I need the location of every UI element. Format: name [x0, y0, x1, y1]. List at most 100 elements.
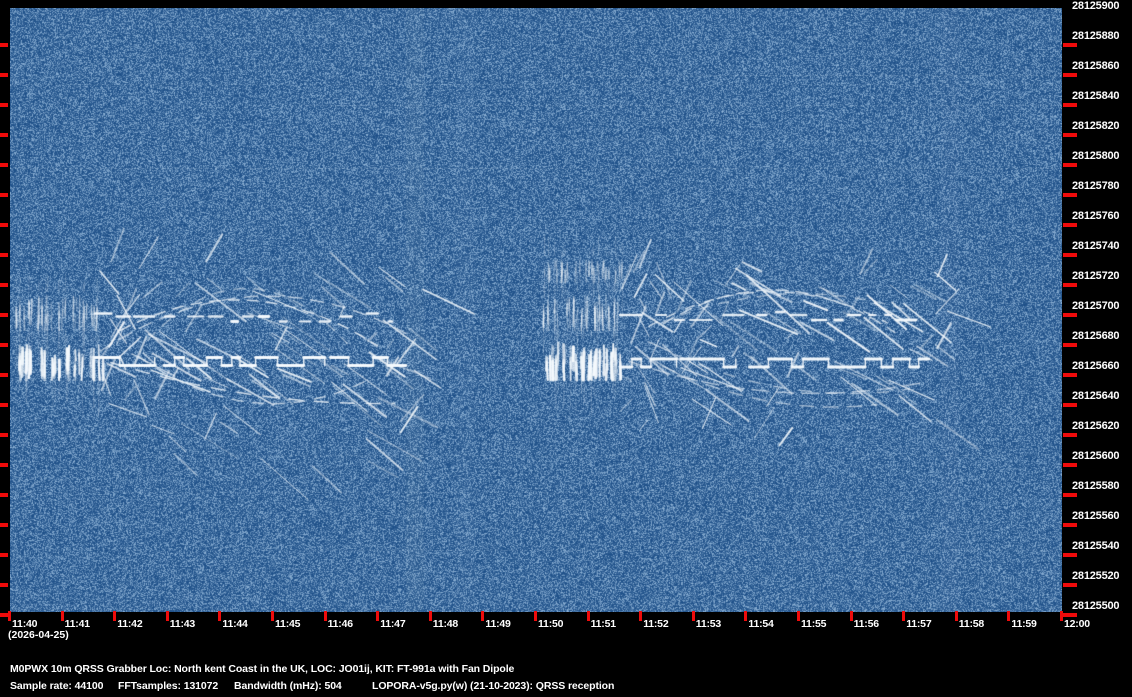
spectrogram-canvas [10, 8, 1062, 612]
time-label: 11:46 [327, 618, 353, 630]
freq-tick-right [1063, 613, 1077, 617]
time-label: 11:41 [64, 618, 90, 630]
freq-label: 28125800 [1072, 150, 1120, 162]
freq-tick-left [0, 163, 8, 167]
freq-tick-right [1063, 103, 1077, 107]
time-label: 11:51 [590, 618, 616, 630]
freq-label: 28125540 [1072, 540, 1120, 552]
time-tick [1007, 611, 1011, 621]
time-tick [639, 611, 643, 621]
freq-label: 28125620 [1072, 420, 1120, 432]
freq-label: 28125860 [1072, 60, 1120, 72]
time-label: 11:56 [853, 618, 879, 630]
fft-samples-label: FFTsamples: 131072 [118, 680, 219, 692]
freq-tick-right [1063, 463, 1077, 467]
freq-label: 28125820 [1072, 120, 1120, 132]
freq-tick-right [1063, 43, 1077, 47]
freq-tick-right [1063, 493, 1077, 497]
time-tick [744, 611, 748, 621]
freq-tick-right [1063, 223, 1077, 227]
time-tick [954, 611, 958, 621]
freq-tick-left [0, 553, 8, 557]
freq-label: 28125900 [1072, 0, 1120, 12]
freq-tick-right [1063, 553, 1077, 557]
time-label: 11:44 [222, 618, 248, 630]
freq-label: 28125600 [1072, 450, 1120, 462]
time-tick [797, 611, 800, 621]
freq-tick-left [0, 613, 8, 617]
freq-label: 28125720 [1072, 270, 1120, 282]
time-tick [428, 611, 432, 621]
freq-tick-right [1063, 283, 1077, 287]
freq-tick-left [0, 253, 8, 257]
freq-label: 28125700 [1072, 300, 1120, 312]
freq-tick-left [0, 43, 8, 47]
freq-label: 28125740 [1072, 240, 1120, 252]
freq-tick-left [0, 433, 8, 437]
time-tick [323, 611, 327, 621]
freq-tick-left [0, 583, 8, 587]
freq-tick-left [0, 133, 8, 137]
freq-label: 28125780 [1072, 180, 1120, 192]
time-tick [534, 611, 537, 621]
time-label: 11:53 [695, 618, 722, 630]
freq-tick-left [0, 523, 8, 527]
time-label: 11:45 [275, 618, 301, 630]
time-label: 11:50 [538, 618, 564, 630]
time-tick [849, 611, 853, 621]
freq-tick-left [0, 283, 8, 287]
freq-tick-right [1063, 73, 1077, 77]
freq-tick-right [1063, 313, 1077, 317]
freq-tick-right [1063, 583, 1077, 587]
time-label: 11:47 [380, 618, 406, 630]
freq-tick-right [1063, 523, 1077, 527]
freq-tick-left [0, 73, 8, 77]
time-label: 11:40 [12, 618, 38, 630]
freq-label: 28125580 [1072, 480, 1120, 492]
freq-label: 28125760 [1072, 210, 1120, 222]
freq-label: 28125840 [1072, 90, 1120, 102]
time-label: 11:52 [643, 618, 669, 630]
time-tick [481, 611, 485, 621]
freq-tick-right [1063, 133, 1077, 137]
freq-tick-right [1063, 403, 1077, 407]
time-tick [586, 611, 590, 621]
time-tick [1060, 611, 1063, 621]
freq-tick-left [0, 373, 8, 377]
freq-tick-right [1063, 163, 1077, 167]
freq-tick-left [0, 403, 8, 407]
time-label: 11:49 [485, 618, 511, 630]
time-label: 11:58 [958, 618, 985, 630]
time-label: 11:42 [117, 618, 143, 630]
time-label: 11:48 [432, 618, 459, 630]
freq-tick-left [0, 493, 8, 497]
freq-tick-right [1063, 373, 1077, 377]
time-tick [376, 611, 380, 621]
freq-tick-right [1063, 193, 1077, 197]
time-tick [218, 611, 222, 621]
freq-label: 28125520 [1072, 570, 1120, 582]
freq-label: 28125680 [1072, 330, 1120, 342]
freq-label: 28125500 [1072, 600, 1120, 612]
freq-tick-right [1063, 433, 1077, 437]
freq-label: 28125560 [1072, 510, 1120, 522]
software-label: LOPORA-v5g.py(w) (21-10-2023): QRSS rece… [372, 680, 615, 692]
freq-tick-left [0, 463, 8, 467]
freq-tick-left [0, 313, 8, 317]
freq-tick-left [0, 343, 8, 347]
date-label: (2026-04-25) [8, 629, 69, 641]
time-tick [8, 611, 11, 621]
time-tick [113, 611, 117, 621]
freq-tick-right [1063, 343, 1077, 347]
freq-tick-left [0, 103, 8, 107]
time-tick [60, 611, 64, 621]
freq-tick-right [1063, 253, 1077, 257]
time-label: 11:55 [801, 618, 827, 630]
station-info-line: M0PWX 10m QRSS Grabber Loc: North kent C… [10, 663, 515, 675]
freq-label: 28125660 [1072, 360, 1120, 372]
freq-tick-left [0, 223, 8, 227]
time-label: 11:43 [169, 618, 196, 630]
time-tick [271, 611, 274, 621]
time-label: 12:00 [1064, 618, 1090, 630]
